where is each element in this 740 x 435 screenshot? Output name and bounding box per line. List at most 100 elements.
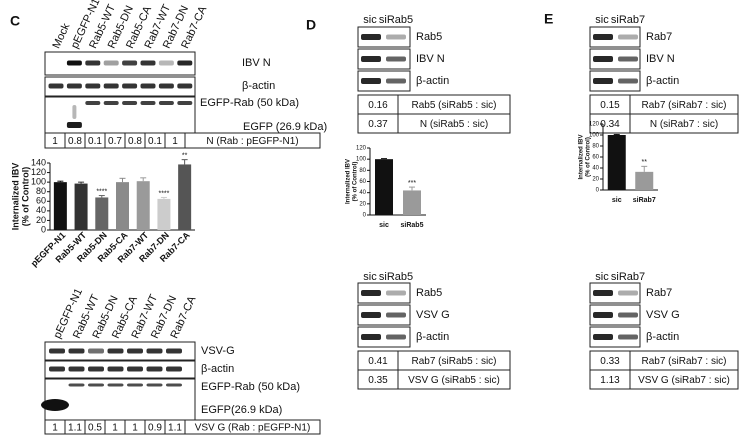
band [386,312,406,318]
y-tick-label: 20 [592,177,599,183]
band [107,348,124,354]
band [103,60,119,66]
blot-label: VSV G [416,309,450,321]
band [49,366,65,372]
blot-label: β-actin [242,80,275,92]
bar [157,198,171,230]
band [103,101,119,105]
band [66,122,82,128]
y-tick-label: 100 [31,177,46,187]
blot-label: EGFP(26.9 kDa) [201,404,282,416]
y-axis-label: (% of Control) [586,137,592,177]
band [127,366,143,372]
band [177,83,193,89]
band [618,334,638,340]
significance: ** [182,152,188,159]
blot [357,70,411,92]
band [127,348,143,354]
table-value: 0.37 [368,119,388,130]
lane-label: sic [363,271,377,283]
significance: **** [96,188,107,195]
y-tick-label: 120 [31,167,46,177]
band [88,366,104,372]
band [618,56,638,62]
band [618,312,638,318]
table-cell [397,113,511,134]
band [146,366,163,372]
y-axis-label: Internalized IBV [579,134,585,179]
y-tick-label: 40 [36,205,46,215]
x-tick-label: sic [379,222,389,229]
band [166,366,182,372]
blot-label: Rab5 [416,31,442,43]
y-tick-label: 0 [363,213,367,219]
y-tick-label: 40 [592,166,599,172]
panel-letter: E [544,11,553,27]
band [66,83,82,89]
table-label: VSV G (siRab7 : sic) [638,375,730,386]
band [41,399,69,411]
band [140,60,156,66]
significance: ** [642,159,648,166]
y-tick-label: 100 [589,133,600,139]
band [618,34,638,40]
bar [403,190,421,215]
y-tick-label: 0 [41,224,46,234]
ratio-value: 0.8 [68,136,82,147]
band [66,60,82,66]
table-label: Rab7 (siRab7 : sic) [641,100,726,111]
blot [357,304,411,326]
ratio-value: 0.5 [88,423,102,434]
y-tick-label: 60 [36,196,46,206]
ratio-value: 1.1 [168,423,182,434]
bar [375,159,393,215]
band [146,383,163,387]
lane-label: siRab7 [611,14,645,26]
y-tick-label: 40 [359,190,366,196]
band [158,83,174,89]
lane-label: siRab5 [379,271,413,283]
ratio-label: VSV G (Rab : pEGFP-N1) [195,423,311,434]
x-tick-label: siRab5 [401,222,424,229]
ratio-value: 0.1 [148,136,162,147]
band [386,290,406,296]
band [361,312,381,318]
blot-label: Rab7 [646,287,672,299]
blot-label: β-actin [201,363,234,375]
y-tick-label: 80 [36,186,46,196]
table-label: Rab5 (siRab5 : sic) [411,100,496,111]
table-label: VSV G (siRab5 : sic) [408,375,500,386]
band [618,78,638,84]
ratio-value: 0.1 [88,136,102,147]
blot-label: β-actin [416,75,449,87]
blot-label: IBV N [416,53,445,65]
band [103,83,119,89]
panel-letter: C [10,13,20,29]
ratio-value: 1 [52,136,58,147]
ratio-value: 1.1 [68,423,82,434]
bar [178,164,192,230]
band [88,348,104,354]
blot-label: EGFP (26.9 kDa) [243,121,327,133]
y-tick-label: 100 [356,157,367,163]
band [85,83,101,89]
blot-label: EGFP-Rab (50 kDa) [201,381,300,393]
significance: *** [408,180,416,187]
blot [44,51,196,76]
band [158,60,174,66]
band [593,334,613,340]
x-tick-label: sic [612,197,622,204]
bar [136,181,150,230]
band [146,348,163,354]
band [361,56,381,62]
blot-label: IBV N [646,53,675,65]
blot [44,76,196,97]
table-cell [629,113,739,134]
band [85,101,101,105]
blot [589,26,641,48]
table-cell [184,419,321,435]
blot [357,48,411,70]
band [593,290,613,296]
band [593,312,613,318]
blot-label: Rab7 [646,31,672,43]
